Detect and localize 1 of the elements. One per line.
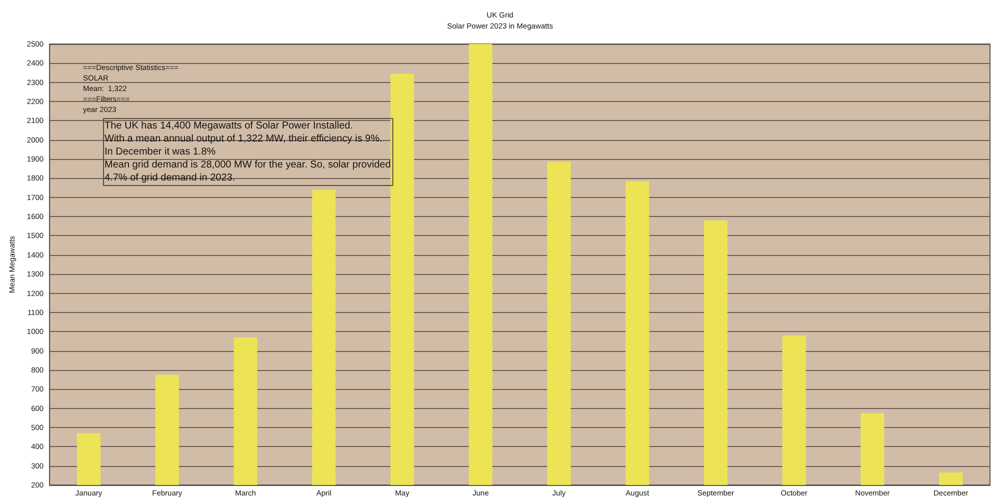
annotation: The UK has 14,400 Megawatts of Solar Power Installed. With a mean annual output of 1,322 MW, their efficiency is 9%. In December it was 1.8% Mean grid demand is 28,000 MW for the year. So, solar provided 4.7% of grid demand in 2023. bbox=[104, 120, 391, 184]
